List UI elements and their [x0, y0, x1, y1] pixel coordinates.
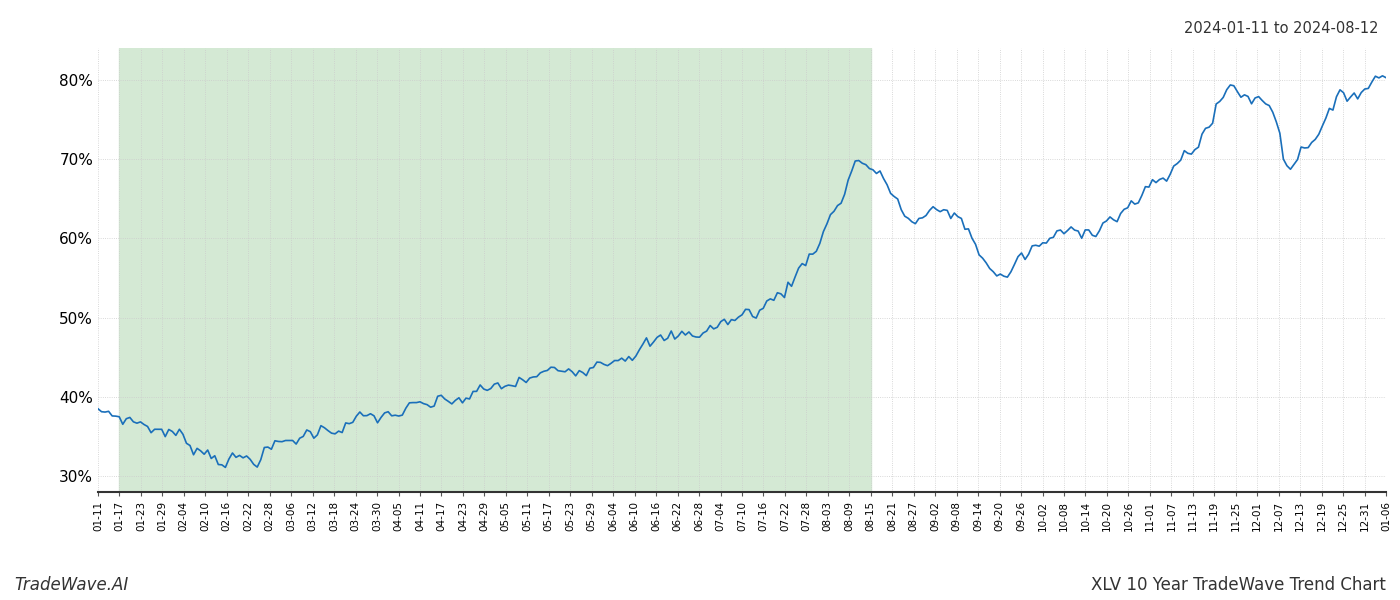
Text: XLV 10 Year TradeWave Trend Chart: XLV 10 Year TradeWave Trend Chart	[1091, 576, 1386, 594]
Bar	[119, 48, 871, 492]
Text: 2024-01-11 to 2024-08-12: 2024-01-11 to 2024-08-12	[1184, 21, 1379, 36]
Text: TradeWave.AI: TradeWave.AI	[14, 576, 129, 594]
